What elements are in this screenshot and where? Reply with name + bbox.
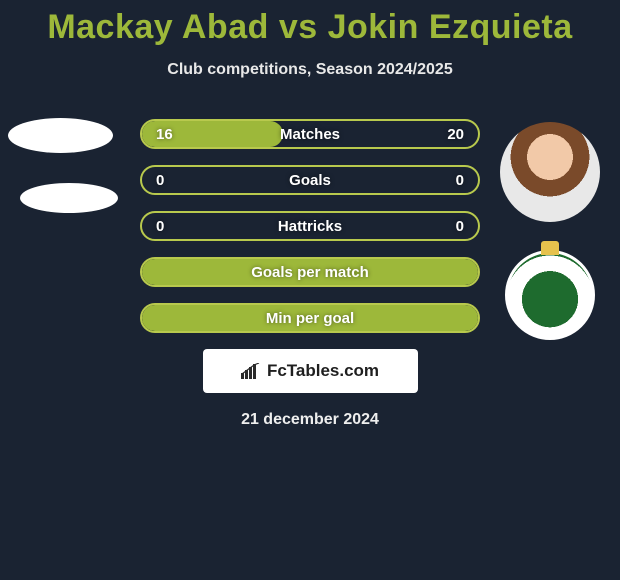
stat-value-right: 0 [442,213,478,239]
stat-row: Goals per match [140,257,480,287]
page-subtitle: Club competitions, Season 2024/2025 [0,61,620,79]
avatar-face-icon [500,122,600,222]
stat-row: 16Matches20 [140,119,480,149]
stat-row: Min per goal [140,303,480,333]
stat-label: Goals per match [142,259,478,285]
club-crest-placeholder [20,183,118,213]
branding-text: FcTables.com [267,361,379,381]
page-title: Mackay Abad vs Jokin Ezquieta [0,0,620,47]
stat-row: 0Goals0 [140,165,480,195]
footer-date: 21 december 2024 [0,411,620,429]
stat-label: Matches [142,121,478,147]
stat-value-right: 0 [442,167,478,193]
left-player-column [8,118,118,243]
stat-label: Goals [142,167,478,193]
stats-bars: 16Matches200Goals00Hattricks0Goals per m… [140,119,480,333]
player-avatar-placeholder [8,118,113,153]
stat-label: Min per goal [142,305,478,331]
stat-value-right: 20 [433,121,478,147]
stat-label: Hattricks [142,213,478,239]
player-avatar [500,122,600,222]
stat-value-right [450,305,478,331]
club-crest [505,250,595,340]
right-player-column [500,122,600,340]
stat-row: 0Hattricks0 [140,211,480,241]
branding-badge: FcTables.com [203,349,418,393]
stat-value-right [450,259,478,285]
bar-chart-icon [241,363,261,379]
